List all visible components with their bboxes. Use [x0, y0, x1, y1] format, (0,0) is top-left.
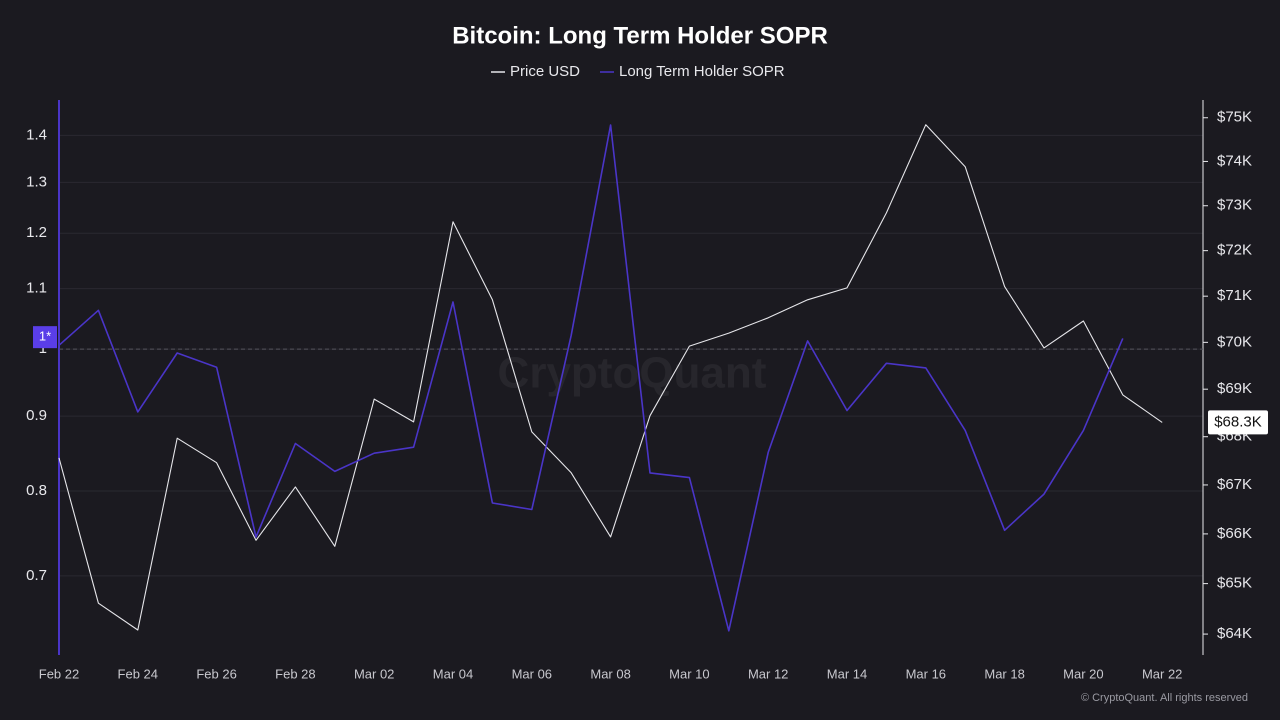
- watermark: CryptoQuant: [498, 349, 767, 398]
- last-value-label: $68.3K: [1214, 413, 1262, 430]
- x-tick-label: Feb 28: [275, 666, 315, 681]
- y2-tick-label: $69K: [1217, 380, 1252, 397]
- x-tick-label: Mar 04: [433, 666, 473, 681]
- x-tick-label: Mar 20: [1063, 666, 1103, 681]
- x-tick-label: Mar 16: [906, 666, 946, 681]
- y2-tick-label: $72K: [1217, 242, 1252, 259]
- reference-badge: [33, 326, 57, 349]
- y2-tick-label: $67K: [1217, 476, 1252, 493]
- x-tick-label: Feb 26: [196, 666, 236, 681]
- x-tick-label: Mar 08: [590, 666, 630, 681]
- x-tick-label: Mar 06: [512, 666, 552, 681]
- y-tick-label: 1.3: [26, 173, 47, 190]
- x-tick-label: Mar 10: [669, 666, 709, 681]
- y-tick-label: 1.4: [26, 126, 47, 143]
- y-tick-label: 0.8: [26, 482, 47, 499]
- legend-label: Price USD: [510, 63, 580, 80]
- x-tick-label: Mar 18: [984, 666, 1024, 681]
- reference-label: 1*: [39, 329, 51, 344]
- x-tick-label: Feb 22: [39, 666, 79, 681]
- series-line: [58, 124, 1124, 632]
- y2-tick-label: $64K: [1217, 625, 1252, 642]
- y2-tick-label: $65K: [1217, 575, 1252, 592]
- footer: © CryptoQuant. All rights reserved: [1081, 692, 1248, 704]
- x-tick-label: Mar 12: [748, 666, 788, 681]
- y2-tick-label: $70K: [1217, 333, 1252, 350]
- y2-tick-label: $74K: [1217, 152, 1252, 169]
- y2-tick-label: $75K: [1217, 109, 1252, 126]
- y-tick-label: 0.7: [26, 567, 47, 584]
- y-tick-label: 1.1: [26, 280, 47, 297]
- y2-tick-label: $66K: [1217, 525, 1252, 542]
- y-tick-label: 0.9: [26, 407, 47, 424]
- y-tick-label: 1.2: [26, 224, 47, 241]
- legend-label: Long Term Holder SOPR: [619, 63, 785, 80]
- series-line: [58, 124, 1163, 631]
- x-tick-label: Feb 24: [118, 666, 158, 681]
- last-value-badge: [1208, 410, 1268, 435]
- x-tick-label: Mar 14: [827, 666, 867, 681]
- y-tick-label: 1: [39, 340, 47, 357]
- y2-tick-label: $73K: [1217, 197, 1252, 214]
- x-tick-label: Mar 02: [354, 666, 394, 681]
- x-tick-label: Mar 22: [1142, 666, 1182, 681]
- chart-title: Bitcoin: Long Term Holder SOPR: [452, 22, 828, 49]
- y2-tick-label: $71K: [1217, 287, 1252, 304]
